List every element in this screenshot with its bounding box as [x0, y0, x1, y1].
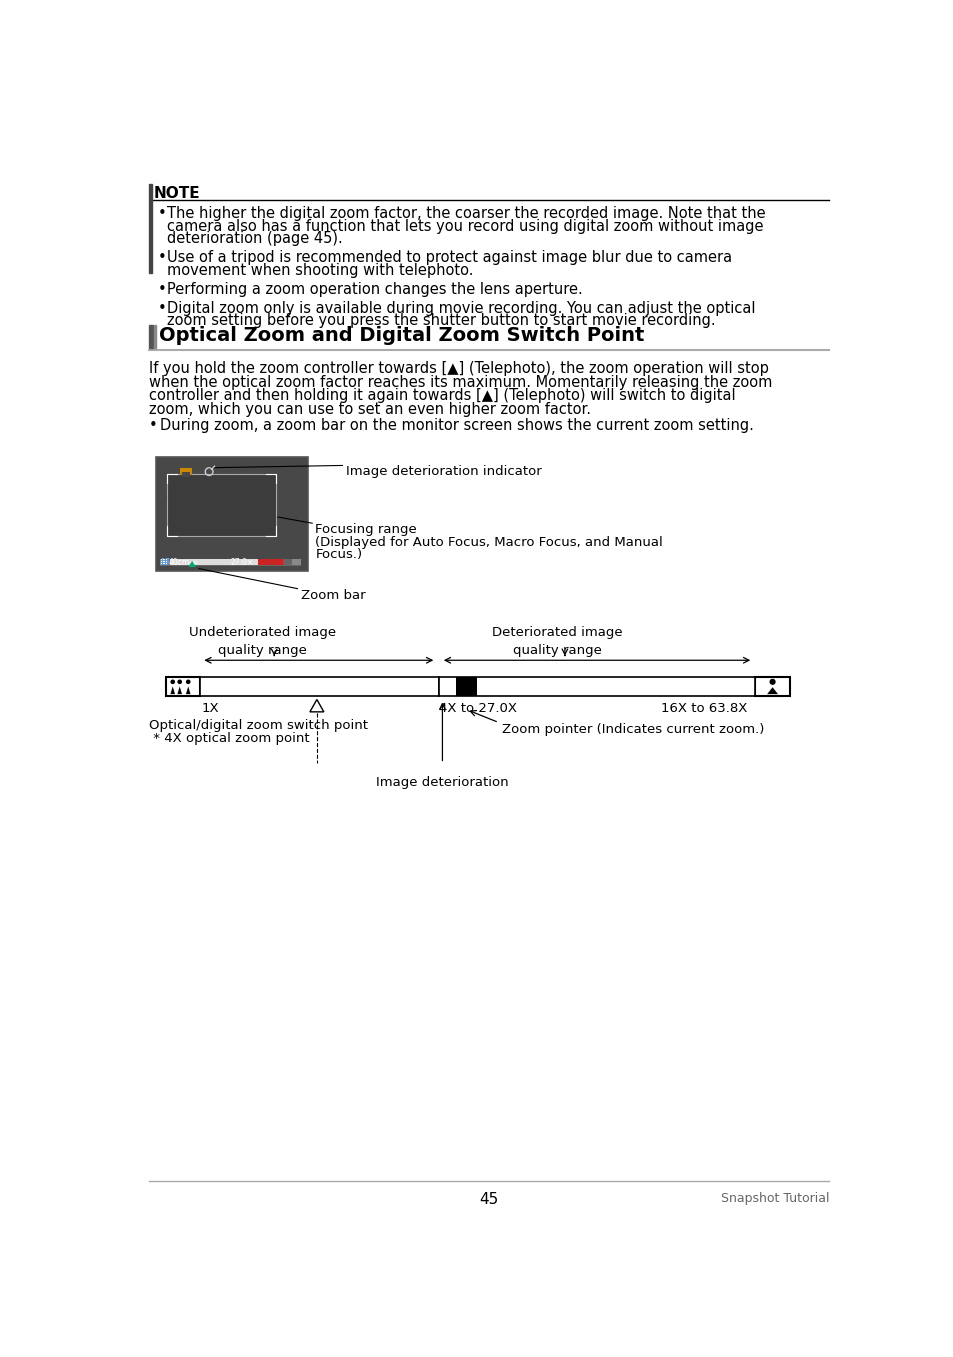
Bar — [438, 677, 754, 696]
Bar — [149, 185, 152, 273]
Text: Deteriorated image
quality range: Deteriorated image quality range — [492, 627, 621, 657]
Text: •: • — [158, 206, 167, 221]
Text: when the optical zoom factor reaches its maximum. Momentarily releasing the zoom: when the optical zoom factor reaches its… — [149, 375, 771, 389]
Text: Image deterioration: Image deterioration — [375, 776, 508, 788]
Bar — [156, 457, 307, 571]
Bar — [292, 559, 300, 565]
Text: controller and then holding it again towards [▲] (Telephoto) will switch to digi: controller and then holding it again tow… — [149, 388, 735, 403]
Text: camera also has a function that lets you record using digital zoom without image: camera also has a function that lets you… — [167, 218, 763, 233]
Polygon shape — [177, 687, 182, 695]
Text: The higher the digital zoom factor, the coarser the recorded image. Note that th: The higher the digital zoom factor, the … — [167, 206, 765, 221]
Text: Focus.): Focus.) — [315, 548, 362, 560]
Polygon shape — [171, 687, 174, 695]
Text: 4X to 27.0X: 4X to 27.0X — [438, 702, 516, 715]
Text: 45: 45 — [478, 1191, 498, 1206]
Bar — [159, 559, 301, 566]
Text: Image deterioration indicator: Image deterioration indicator — [345, 465, 540, 479]
Text: Snapshot Tutorial: Snapshot Tutorial — [720, 1191, 828, 1205]
Text: NOTE: NOTE — [153, 186, 200, 201]
Text: zoom setting before you press the shutter button to start movie recording.: zoom setting before you press the shutte… — [167, 313, 715, 328]
Text: •: • — [158, 250, 167, 265]
Bar — [257, 559, 282, 565]
Bar — [182, 472, 190, 478]
Text: Optical/digital zoom switch point: Optical/digital zoom switch point — [149, 719, 367, 731]
Polygon shape — [186, 687, 191, 695]
Text: Digital zoom only is available during movie recording. You can adjust the optica: Digital zoom only is available during mo… — [167, 301, 755, 316]
Text: 27.0×: 27.0× — [230, 558, 253, 567]
Text: Performing a zoom operation changes the lens aperture.: Performing a zoom operation changes the … — [167, 282, 582, 297]
Text: Optical Zoom and Digital Zoom Switch Point: Optical Zoom and Digital Zoom Switch Poi… — [158, 326, 643, 345]
Text: * 4X optical zoom point: * 4X optical zoom point — [149, 731, 309, 745]
Text: 1X: 1X — [201, 702, 219, 715]
Bar — [167, 474, 275, 536]
Polygon shape — [766, 687, 778, 695]
Circle shape — [769, 678, 775, 685]
Circle shape — [177, 680, 182, 684]
Text: Zoom pointer (Indicates current zoom.): Zoom pointer (Indicates current zoom.) — [501, 723, 763, 735]
Text: •: • — [149, 418, 157, 433]
Text: Zoom bar: Zoom bar — [300, 589, 365, 601]
Text: •: • — [158, 301, 167, 316]
Bar — [166, 677, 199, 696]
Text: AF: AF — [159, 558, 171, 567]
Bar — [754, 677, 790, 696]
Bar — [154, 324, 156, 347]
Text: 40cm-∞: 40cm-∞ — [169, 558, 199, 567]
Bar — [149, 324, 152, 347]
Text: deterioration (page 45).: deterioration (page 45). — [167, 232, 343, 247]
Polygon shape — [310, 699, 323, 712]
Text: During zoom, a zoom bar on the monitor screen shows the current zoom setting.: During zoom, a zoom bar on the monitor s… — [159, 418, 753, 433]
Circle shape — [171, 680, 174, 684]
Text: Use of a tripod is recommended to protect against image blur due to camera: Use of a tripod is recommended to protec… — [167, 250, 732, 265]
Circle shape — [186, 680, 191, 684]
Text: •: • — [158, 282, 167, 297]
Bar — [160, 559, 169, 565]
Polygon shape — [188, 560, 195, 567]
Text: movement when shooting with telephoto.: movement when shooting with telephoto. — [167, 263, 474, 278]
Bar — [456, 677, 476, 696]
Text: If you hold the zoom controller towards [▲] (Telephoto), the zoom operation will: If you hold the zoom controller towards … — [149, 361, 768, 376]
Text: Undeteriorated image
quality range: Undeteriorated image quality range — [189, 627, 335, 657]
Text: (Displayed for Auto Focus, Macro Focus, and Manual: (Displayed for Auto Focus, Macro Focus, … — [315, 536, 662, 548]
Text: zoom, which you can use to set an even higher zoom factor.: zoom, which you can use to set an even h… — [149, 402, 590, 417]
Bar — [171, 559, 257, 565]
Bar — [199, 677, 438, 696]
Text: 16X to 63.8X: 16X to 63.8X — [659, 702, 746, 715]
Bar — [179, 468, 192, 475]
Text: Focusing range: Focusing range — [315, 524, 416, 536]
